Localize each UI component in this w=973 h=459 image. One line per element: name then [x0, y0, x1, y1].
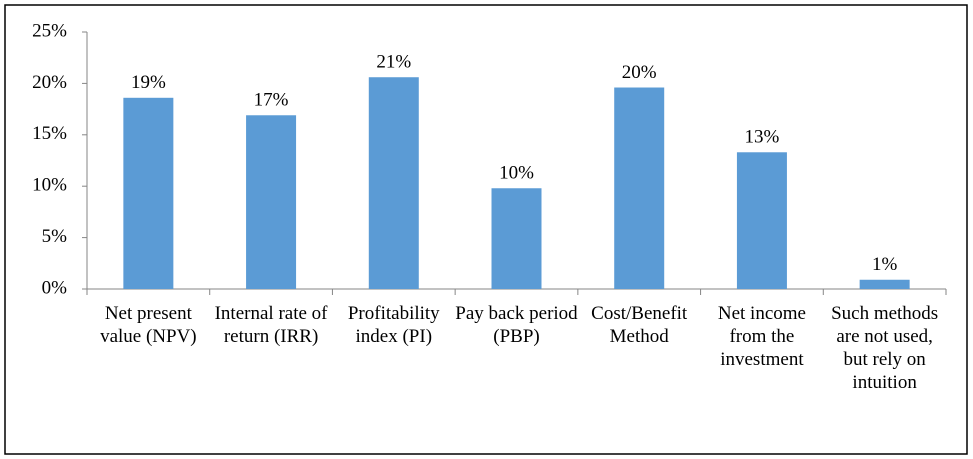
x-tick-label: Cost/Benefit Method [591, 303, 688, 347]
x-tick-label: Internal rate of return (IRR) [214, 303, 328, 347]
data-label: 20% [622, 62, 657, 83]
data-label: 19% [131, 72, 166, 93]
x-tick-label: Such methods are not used, but rely on i… [831, 303, 939, 393]
y-tick-label: 5% [42, 226, 68, 247]
y-tick-label: 20% [32, 72, 67, 93]
y-tick-label: 15% [32, 123, 67, 144]
bar [246, 115, 297, 289]
bar [491, 188, 542, 289]
y-tick-label: 10% [32, 175, 67, 196]
data-label: 10% [499, 163, 534, 184]
y-tick-label: 25% [32, 20, 67, 41]
data-label: 1% [872, 254, 898, 275]
bar [123, 97, 174, 290]
x-tick-label: Net present value (NPV) [100, 303, 197, 347]
bar [736, 152, 787, 289]
bar [859, 279, 910, 289]
x-tick-label: Net income from the investment [717, 303, 806, 370]
data-label: 13% [745, 127, 780, 148]
bar [614, 87, 665, 290]
data-label: 17% [254, 90, 289, 111]
bar [368, 77, 419, 290]
y-tick-label: 0% [42, 277, 68, 298]
x-tick-label: Profitability index (PI) [347, 303, 440, 347]
data-label: 21% [376, 52, 411, 73]
x-tick-label: Pay back period (PBP) [455, 303, 578, 347]
